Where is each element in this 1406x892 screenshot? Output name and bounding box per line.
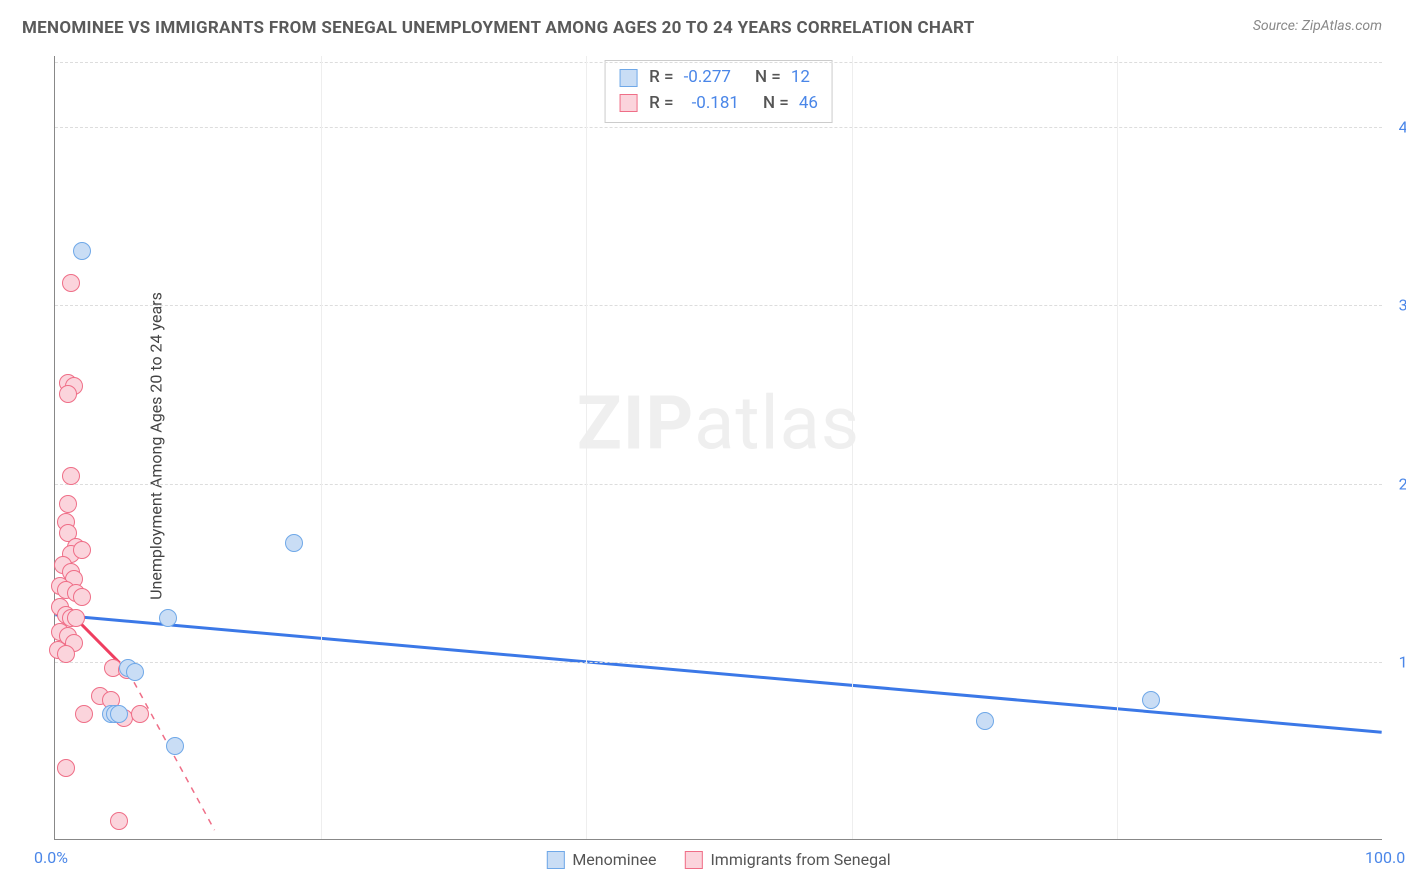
- data-point: [59, 495, 77, 513]
- data-point: [73, 541, 91, 559]
- gridline-vertical: [321, 56, 322, 839]
- gridline-vertical: [852, 56, 853, 839]
- data-point: [976, 712, 994, 730]
- y-tick-label: 30.0%: [1399, 296, 1406, 315]
- gridline-horizontal: [55, 484, 1382, 485]
- n-value: 12: [791, 65, 810, 91]
- correlation-legend: R = -0.277 N = 12 R = -0.181 N = 46: [604, 60, 833, 123]
- data-point: [73, 242, 91, 260]
- chart-title: MENOMINEE VS IMMIGRANTS FROM SENEGAL UNE…: [22, 18, 975, 38]
- y-tick-label: 10.0%: [1399, 652, 1406, 671]
- data-point: [62, 274, 80, 292]
- data-point: [62, 467, 80, 485]
- data-point: [110, 705, 128, 723]
- gridline-horizontal: [55, 127, 1382, 128]
- chart-plot-area: ZIPatlas R = -0.277 N = 12 R = -0.181 N …: [54, 56, 1382, 840]
- legend-label: Menominee: [572, 850, 656, 869]
- gridline-horizontal: [55, 62, 1382, 63]
- data-point: [1142, 691, 1160, 709]
- gridline-vertical: [1117, 56, 1118, 839]
- gridline-vertical: [586, 56, 587, 839]
- data-point: [75, 705, 93, 723]
- trendlines-layer: [55, 56, 1382, 839]
- n-value: 46: [799, 91, 818, 117]
- r-value: -0.277: [684, 65, 731, 91]
- legend-label: Immigrants from Senegal: [710, 850, 890, 869]
- legend-row-senegal: R = -0.181 N = 46: [619, 91, 818, 117]
- swatch-icon: [546, 851, 564, 869]
- y-tick-label: 40.0%: [1399, 118, 1406, 137]
- data-point: [166, 737, 184, 755]
- data-point: [110, 812, 128, 830]
- r-label: R =: [649, 65, 674, 91]
- legend-item-menominee: Menominee: [546, 850, 656, 869]
- n-label: N =: [755, 65, 781, 91]
- legend-item-senegal: Immigrants from Senegal: [684, 850, 890, 869]
- data-point: [131, 705, 149, 723]
- swatch-icon: [684, 851, 702, 869]
- y-tick-label: 20.0%: [1399, 474, 1406, 493]
- r-value: -0.181: [692, 91, 739, 117]
- swatch-icon: [619, 94, 637, 112]
- watermark: ZIPatlas: [577, 381, 860, 468]
- gridline-horizontal: [55, 662, 1382, 663]
- data-point: [285, 534, 303, 552]
- series-legend: Menominee Immigrants from Senegal: [546, 850, 890, 869]
- data-point: [126, 663, 144, 681]
- source-credit: Source: ZipAtlas.com: [1253, 18, 1382, 34]
- r-label: R =: [649, 91, 674, 117]
- data-point: [57, 759, 75, 777]
- gridline-horizontal: [55, 305, 1382, 306]
- data-point: [57, 645, 75, 663]
- x-tick-label: 0.0%: [34, 848, 68, 867]
- legend-row-menominee: R = -0.277 N = 12: [619, 65, 818, 91]
- swatch-icon: [619, 69, 637, 87]
- data-point: [159, 609, 177, 627]
- data-point: [59, 385, 77, 403]
- data-point: [73, 588, 91, 606]
- x-tick-label: 100.0%: [1365, 848, 1406, 867]
- data-point: [67, 609, 85, 627]
- n-label: N =: [763, 91, 789, 117]
